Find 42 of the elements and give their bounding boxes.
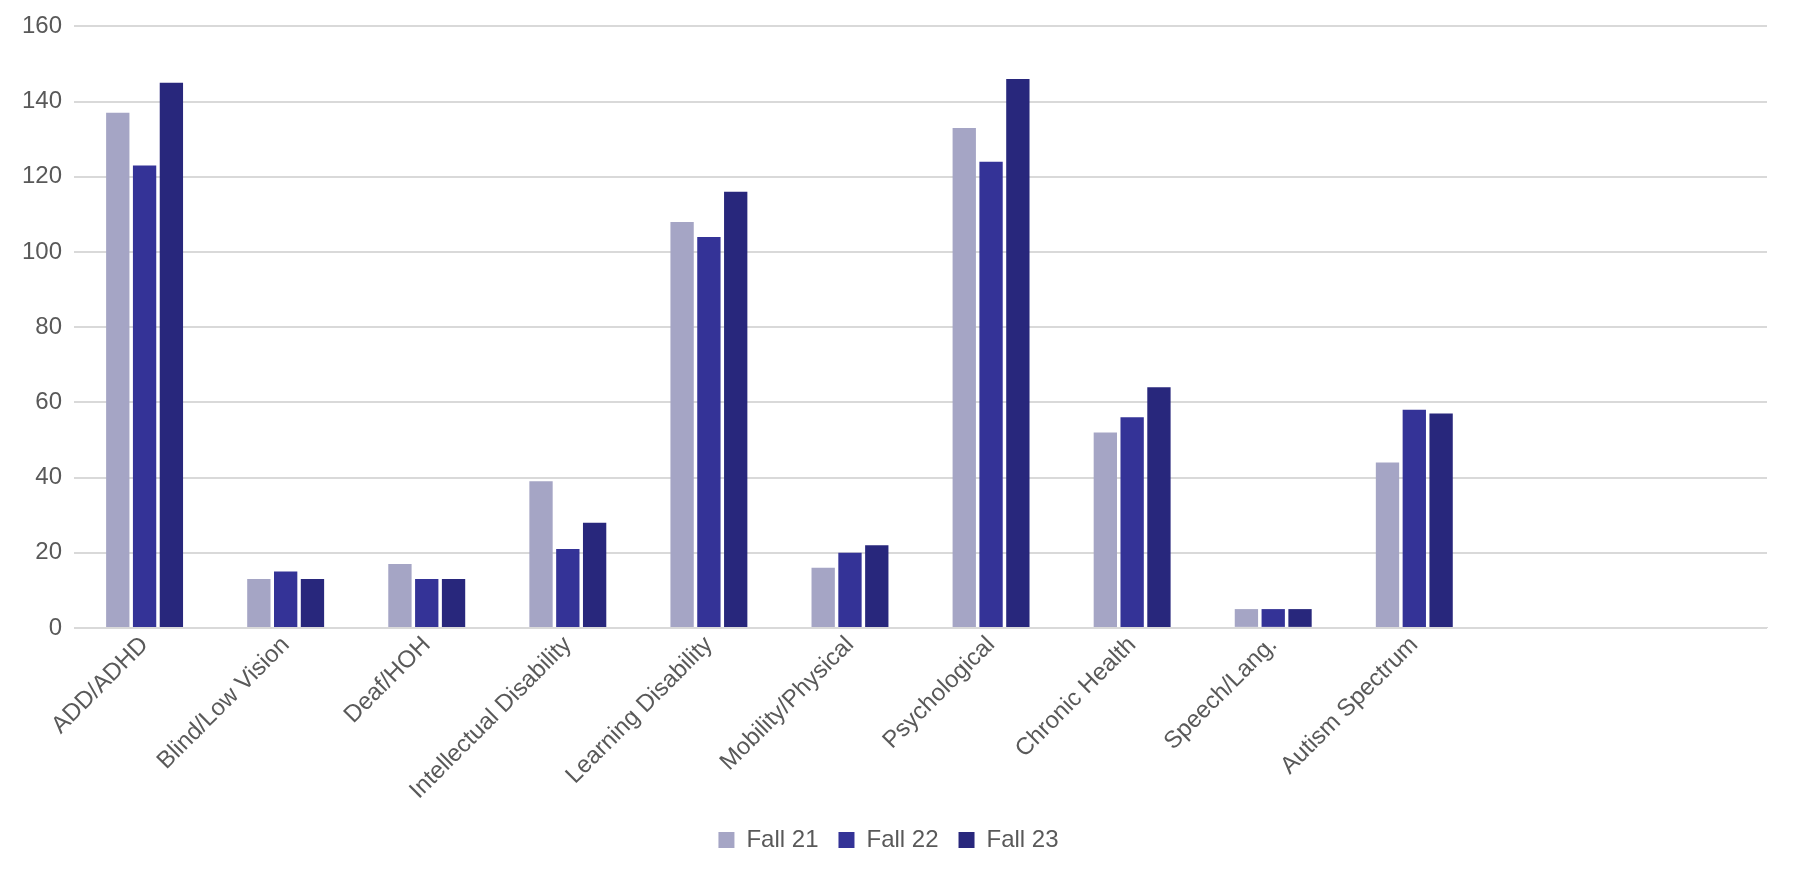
bar <box>247 579 271 627</box>
bar <box>865 545 889 627</box>
bar <box>1234 609 1259 627</box>
bar <box>1429 413 1453 627</box>
bar <box>811 567 835 627</box>
legend-label: Fall 21 <box>746 824 819 852</box>
bar <box>838 552 862 627</box>
bar <box>556 548 580 627</box>
bar <box>697 236 721 627</box>
bar <box>106 112 130 627</box>
bar <box>1288 609 1312 627</box>
y-tick-label: 20 <box>35 537 63 565</box>
bar <box>529 481 553 627</box>
bar <box>415 579 439 627</box>
y-tick-label: 60 <box>35 386 63 414</box>
y-tick-label: 40 <box>35 462 63 490</box>
y-tick-label: 140 <box>22 86 63 114</box>
y-tick-label: 100 <box>22 236 63 264</box>
bar <box>159 82 184 627</box>
bar <box>1402 409 1426 627</box>
bar <box>388 563 412 627</box>
bar <box>441 579 466 627</box>
y-tick-label: 160 <box>22 11 63 39</box>
y-tick-label: 80 <box>35 311 63 339</box>
bar <box>582 522 607 627</box>
bar <box>952 127 976 627</box>
bar <box>1147 387 1171 627</box>
legend-label: Fall 23 <box>986 824 1059 852</box>
bar <box>1261 609 1285 627</box>
legend-label: Fall 22 <box>866 824 939 852</box>
y-tick-label: 0 <box>48 612 63 640</box>
bar <box>300 579 325 627</box>
bar <box>1120 417 1144 627</box>
bar <box>979 161 1003 627</box>
bar <box>1093 432 1117 627</box>
bar <box>1006 79 1030 627</box>
bar <box>670 221 694 627</box>
y-tick-label: 120 <box>22 161 63 189</box>
bar <box>724 191 748 627</box>
bar <box>1375 462 1400 627</box>
bar <box>274 571 298 627</box>
bar <box>132 165 157 627</box>
